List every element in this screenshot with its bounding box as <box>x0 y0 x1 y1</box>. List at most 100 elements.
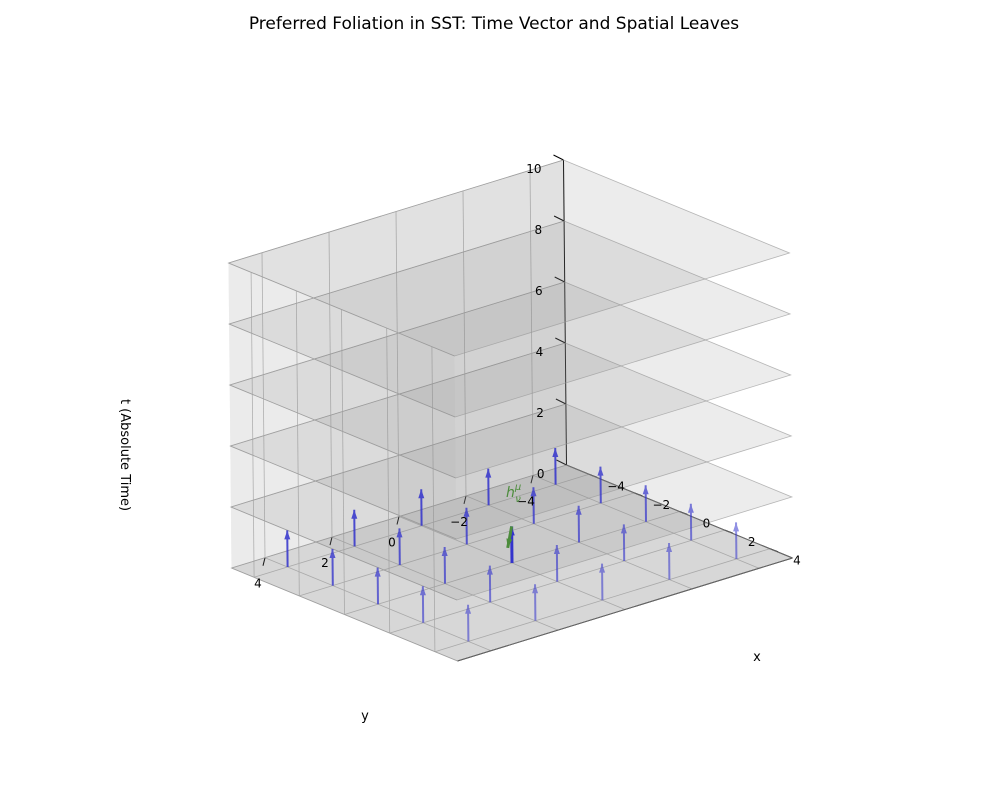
time-vector-arrow <box>599 563 606 601</box>
chart-title: Preferred Foliation in SST: Time Vector … <box>249 14 739 34</box>
z-axis-label: t (Absolute Time) <box>117 399 132 511</box>
projector-head <box>506 538 513 548</box>
z-tick-label: 0 <box>537 467 545 481</box>
spatial-leaf <box>228 281 792 479</box>
time-vector-head <box>463 507 470 517</box>
y-axis-label: y <box>361 709 369 724</box>
y-tick-label: 4 <box>254 577 262 591</box>
x-tick-label: 2 <box>748 535 756 549</box>
grid-line-x-wall <box>250 272 255 578</box>
z-tick-mark <box>555 337 566 344</box>
time-vector-head <box>374 567 381 577</box>
spatial-leaf <box>227 159 791 357</box>
time-vector-head <box>553 545 560 554</box>
z-tick-label: 8 <box>534 223 542 237</box>
grid-line-x-wall <box>295 290 300 596</box>
y-tick-mark <box>463 495 467 505</box>
time-vector-arrow <box>552 447 559 485</box>
grid-line-y-wall <box>529 170 534 476</box>
time-vector-head <box>666 543 673 552</box>
projector-label: hμ ν <box>506 482 521 505</box>
time-vector-arrow <box>351 509 358 547</box>
y-tick-mark <box>396 516 400 525</box>
z-axis-line <box>563 159 567 466</box>
time-vector-arrow <box>374 567 381 605</box>
time-vector-arrow <box>597 466 604 504</box>
grid-line-x-wall <box>386 328 391 634</box>
grid-line-x-wall <box>431 346 436 652</box>
time-vector-head <box>329 549 336 558</box>
grid-line-y-wall <box>462 190 467 496</box>
time-vector-arrow <box>666 542 673 580</box>
time-vector-arrow <box>463 507 470 545</box>
grid-line-y-wall <box>328 232 333 538</box>
time-vector-head <box>284 530 291 540</box>
time-vector-arrow <box>553 544 560 582</box>
y-tick-mark <box>530 475 534 484</box>
time-vector-head <box>599 563 606 573</box>
spatial-leaf <box>229 403 794 601</box>
projector-vector <box>506 526 515 564</box>
time-vector-head <box>733 522 740 532</box>
tick-labels: −4 −2 0 2 4 −4 −2 0 2 4 0 2 4 6 8 10 <box>254 162 801 591</box>
spatial-leaf <box>227 220 792 418</box>
time-vector-arrow <box>284 530 291 568</box>
time-vector-arrow <box>532 584 539 621</box>
time-vector-arrow <box>620 524 627 562</box>
z-tick-mark <box>554 276 565 283</box>
time-vector-head <box>575 505 582 515</box>
time-vectors <box>284 447 740 642</box>
time-vector-head <box>486 565 493 575</box>
grid-line-y-wall <box>395 211 400 517</box>
y-tick-label: −2 <box>450 515 468 529</box>
time-vector-head <box>441 547 448 556</box>
time-vector-head <box>418 489 425 499</box>
time-vector-head <box>419 586 426 596</box>
time-vector-arrow <box>575 505 582 543</box>
x-tick-label: 0 <box>703 517 711 531</box>
x-tick-label: 4 <box>793 554 801 568</box>
time-vector-head <box>485 468 492 478</box>
time-vector-arrow <box>530 487 537 524</box>
time-vector-arrow <box>486 565 493 603</box>
y-tick-label: 0 <box>388 536 396 550</box>
time-vector-arrow <box>329 548 336 586</box>
z-tick-label: 2 <box>536 406 544 420</box>
time-vector-head <box>532 584 539 594</box>
time-vector-arrow <box>419 586 426 623</box>
y-tick-mark <box>329 536 333 546</box>
x-tick-label: −2 <box>652 498 670 512</box>
time-vector-head <box>687 503 694 513</box>
time-vector-arrow <box>485 468 492 506</box>
y-tick-label: −4 <box>517 494 535 508</box>
grid-line-y-wall <box>261 252 266 558</box>
x-axis-label: x <box>753 650 761 665</box>
y-tick-label: 2 <box>321 556 329 570</box>
y-tick-mark <box>262 557 266 566</box>
z-tick-mark <box>553 154 564 161</box>
time-vector-head <box>552 448 559 457</box>
time-vector-arrow <box>687 503 694 541</box>
time-vector-head <box>351 509 358 519</box>
time-vector-arrow <box>465 604 472 642</box>
z-tick-mark <box>555 398 567 405</box>
z-tick-mark <box>553 215 565 222</box>
time-vector-head <box>620 524 627 534</box>
time-vector-arrow <box>418 489 425 526</box>
z-tick-label: 6 <box>535 284 543 298</box>
time-vector-head <box>597 466 604 476</box>
time-vector-head <box>530 487 537 497</box>
z-tick-mark <box>556 459 567 466</box>
grid-line-x-wall <box>341 309 345 615</box>
time-vector-head <box>396 528 403 538</box>
z-tick-label: 4 <box>536 345 544 359</box>
time-vector-arrow <box>441 546 448 584</box>
spatial-leaves <box>227 159 794 662</box>
spatial-leaf <box>229 342 793 540</box>
time-vector-arrow <box>642 485 649 522</box>
time-vector-arrow <box>733 522 740 560</box>
time-vector-arrow <box>396 528 403 566</box>
time-vector-head <box>642 485 649 495</box>
x-tick-label: −4 <box>607 479 625 493</box>
